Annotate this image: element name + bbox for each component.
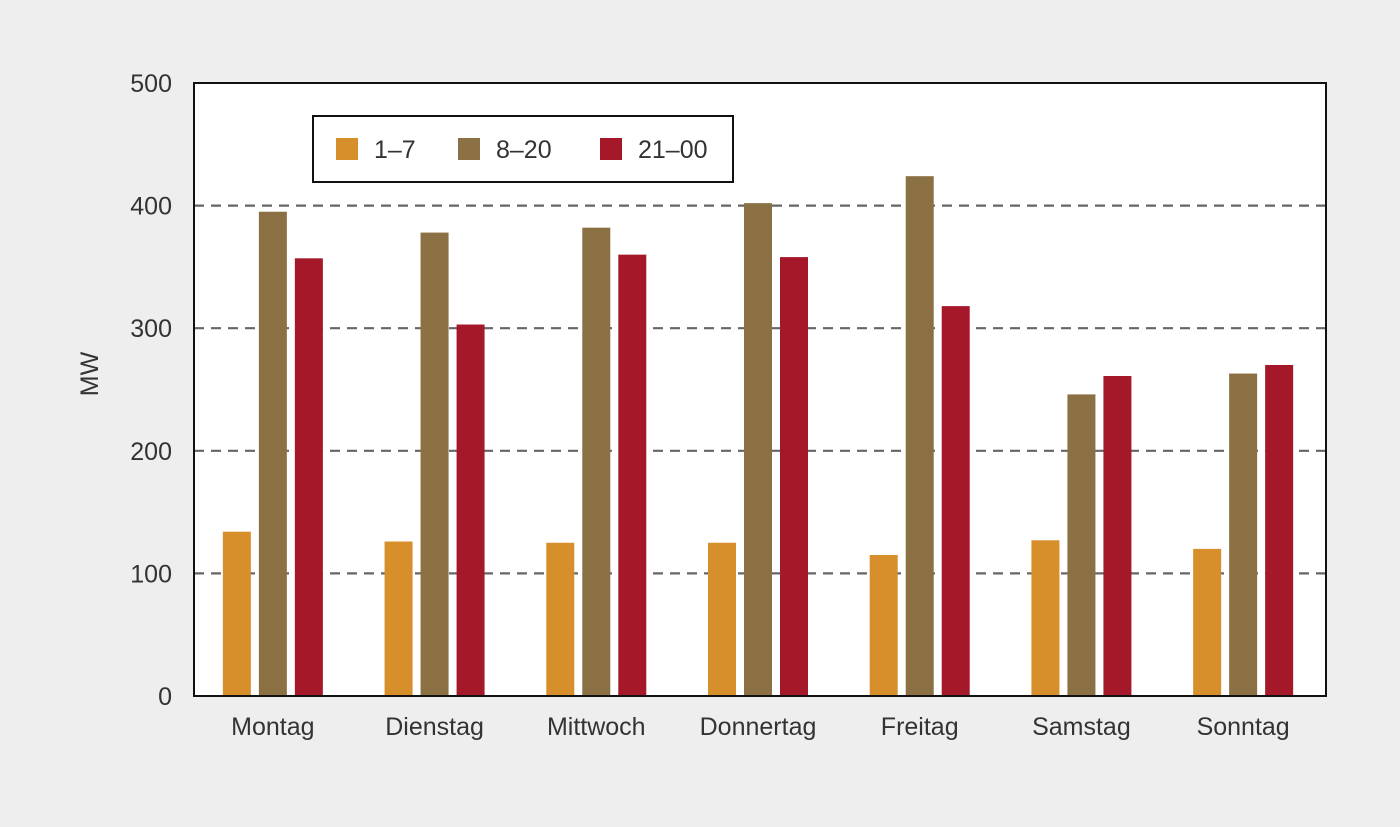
x-category-label: Montag [231,713,314,741]
bar-donnertag-series-1 [708,542,736,696]
bar-dienstag-series-3 [456,324,485,696]
y-tick-label: 0 [158,683,172,711]
bar-freitag-series-1 [869,555,898,696]
bar-montag-series-3 [294,258,323,696]
y-tick-label: 500 [130,70,172,98]
bar-dienstag-series-2 [420,232,449,696]
x-category-label: Mittwoch [547,713,646,741]
x-category-label: Sonntag [1197,713,1290,741]
legend-swatch-2 [458,138,480,160]
legend-label-2: 8–20 [496,136,552,164]
bar-sonntag-series-3 [1265,364,1294,696]
y-tick-label: 400 [130,193,172,221]
bar-donnertag-series-3 [780,257,808,696]
bar-dienstag-series-1 [384,541,413,696]
bar-montag-series-1 [222,531,251,696]
bar-samstag-series-3 [1103,376,1132,696]
x-category-label: Freitag [881,713,959,741]
x-category-label: Samstag [1032,713,1131,741]
x-category-label: Donnertag [700,713,817,741]
bar-montag-series-2 [258,211,287,697]
bar-mittwoch-series-3 [618,254,647,696]
x-axis-labels: Montag Dienstag Mittwoch Donnertag Freitag Sa… [231,713,1290,741]
x-category-label: Dienstag [385,713,484,741]
legend-label-3: 21–00 [638,136,708,164]
bars [222,176,1294,697]
legend-swatch-3 [600,138,622,160]
plot-frame [193,82,1327,697]
y-axis-title: MW [76,351,104,396]
y-axis-ticks: 0 100 200 300 400 500 [130,70,172,711]
legend-swatch-1 [336,138,358,160]
legend: 1–7 8–20 21–00 [312,115,734,183]
legend-box [312,115,734,183]
bar-samstag-series-1 [1031,540,1060,696]
y-tick-label: 300 [130,315,172,343]
bar-sonntag-series-2 [1229,373,1258,696]
y-tick-label: 200 [130,438,172,466]
legend-label-1: 1–7 [374,136,416,164]
bar-samstag-series-2 [1067,394,1096,696]
bar-freitag-series-2 [905,176,934,696]
bar-mittwoch-series-1 [546,542,575,696]
bar-donnertag-series-2 [744,203,772,696]
bar-sonntag-series-1 [1193,548,1222,696]
bar-freitag-series-3 [941,306,970,696]
bar-mittwoch-series-2 [582,227,611,696]
y-tick-label: 100 [130,560,172,588]
